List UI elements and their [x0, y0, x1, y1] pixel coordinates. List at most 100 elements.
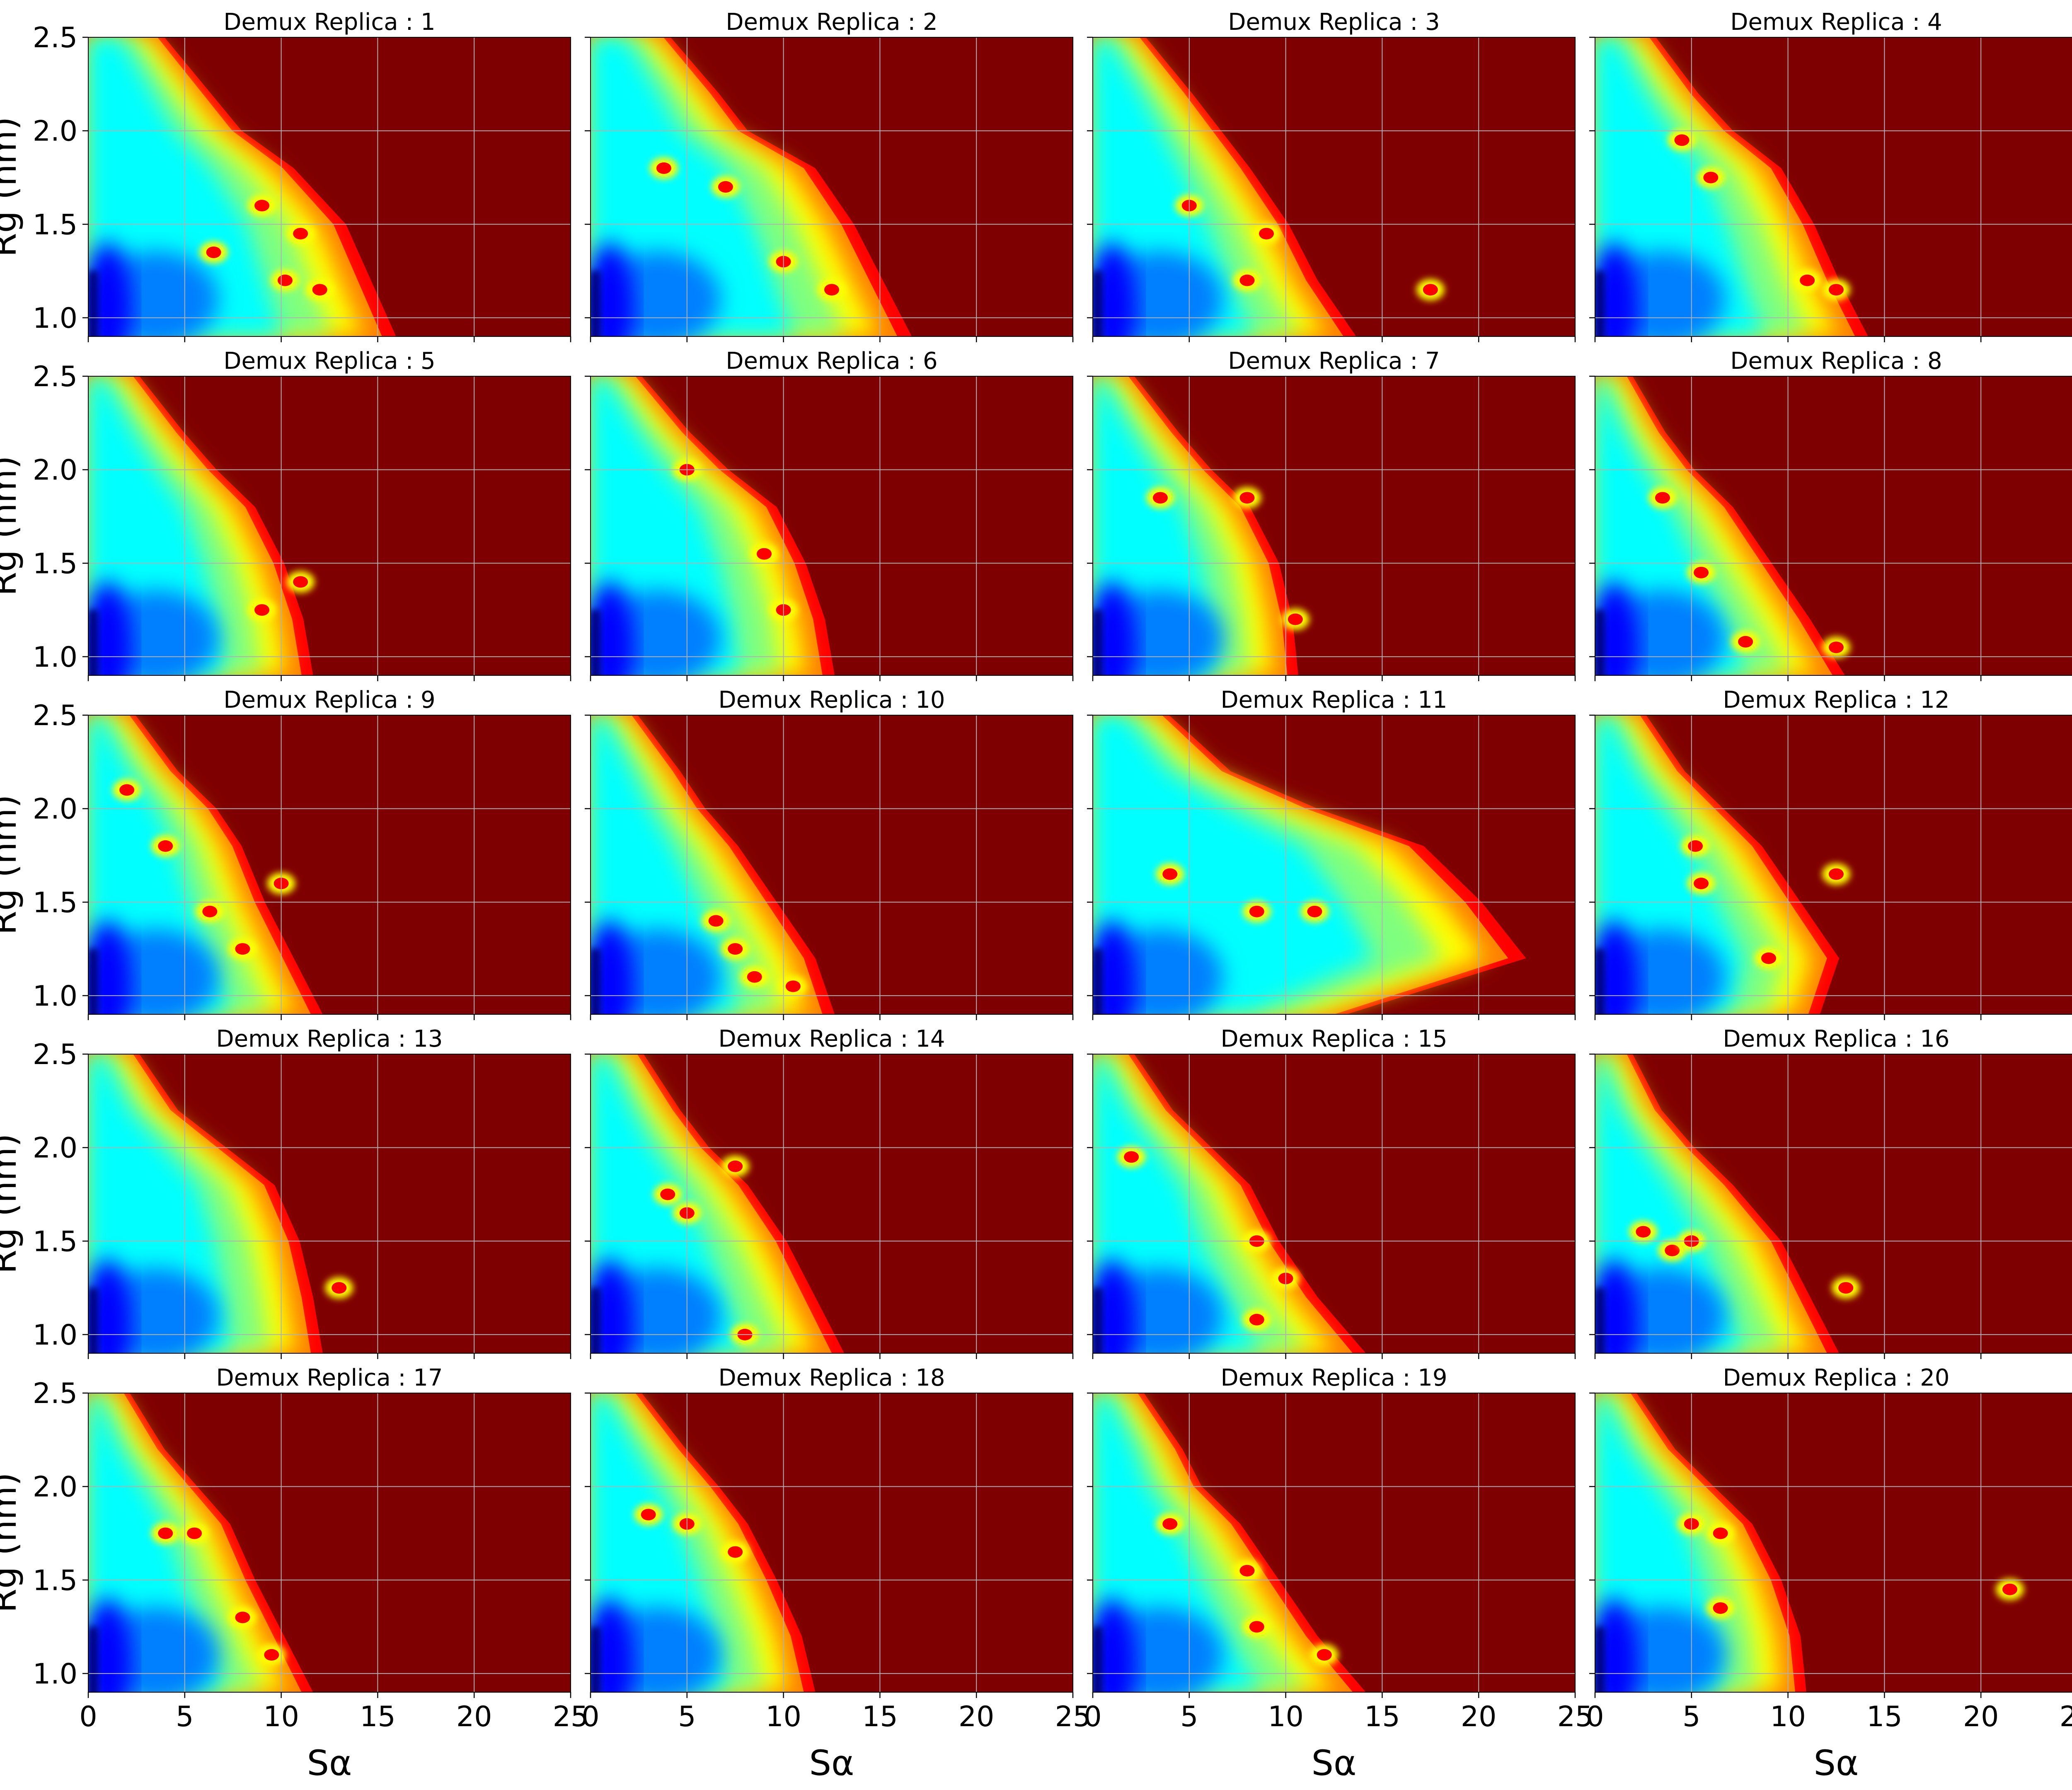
axes-frame: [1595, 1054, 2072, 1354]
y-tick-label: 1.0: [33, 641, 77, 674]
density-spot-core: [1665, 1244, 1680, 1256]
panel-replica-20: [1589, 1392, 2072, 1698]
density-spot-core: [718, 181, 733, 193]
density-core-edge: [591, 949, 600, 1014]
x-tick-label: 0: [1084, 1700, 1101, 1733]
density-spot-core: [1249, 1621, 1264, 1633]
x-tick-label: 5: [1682, 1700, 1700, 1733]
density-spot-core: [1655, 492, 1670, 504]
density-core-edge: [591, 1627, 600, 1692]
panel-title: Demux Replica : 13: [216, 1026, 443, 1052]
axes-frame: [1595, 1393, 2072, 1693]
panel-title: Demux Replica : 14: [719, 1026, 945, 1052]
panel-replica-4: [1589, 36, 2072, 342]
panel-title: Demux Replica : 18: [719, 1364, 945, 1391]
x-tick-label: 0: [79, 1700, 97, 1733]
density-core: [88, 920, 132, 1014]
axes-frame: [1092, 376, 1576, 676]
x-tick-label: 0: [1586, 1700, 1604, 1733]
density-spot-core: [660, 1188, 675, 1200]
density-spot-core: [158, 840, 173, 852]
density-spot-core: [1688, 840, 1703, 852]
density-core: [591, 581, 634, 675]
density-spot-core: [332, 1282, 347, 1294]
density-spot-core: [728, 1160, 743, 1172]
density-spot-core: [1829, 284, 1844, 296]
panel-title: Demux Replica : 4: [1730, 9, 1942, 36]
panel-title: Demux Replica : 17: [216, 1364, 443, 1391]
density-core-edge: [88, 949, 98, 1014]
density-core-edge: [1093, 271, 1103, 336]
density-core: [1595, 242, 1639, 336]
y-tick-label: 2.0: [33, 793, 77, 826]
x-axis-label: Sα: [809, 1743, 854, 1783]
y-tick-label: 1.5: [33, 547, 77, 580]
panel-replica-14: [585, 1053, 1074, 1359]
panel-title: Demux Replica : 19: [1221, 1364, 1447, 1391]
density-core: [591, 242, 634, 336]
density-spot-core: [785, 980, 801, 992]
density-core: [1595, 920, 1639, 1014]
density-core: [591, 920, 634, 1014]
x-tick-label: 15: [1866, 1700, 1903, 1733]
density-spot-core: [1249, 1313, 1264, 1326]
x-tick-label: 25: [553, 1700, 589, 1733]
panel-replica-5: [82, 375, 571, 681]
x-tick-label: 15: [1364, 1700, 1400, 1733]
density-spot-core: [119, 784, 135, 796]
density-spot-core: [235, 943, 250, 955]
density-spot-core: [1317, 1649, 1332, 1661]
density-spot-core: [1829, 868, 1844, 880]
density-spot-core: [187, 1527, 202, 1539]
density-spot-core: [1829, 641, 1844, 653]
density-core-edge: [1093, 610, 1103, 675]
density-spot-core: [1674, 134, 1690, 146]
panel-title: Demux Replica : 15: [1221, 1026, 1447, 1052]
panel-title: Demux Replica : 12: [1723, 687, 1950, 714]
panel-title: Demux Replica : 1: [223, 9, 435, 36]
panel-replica-19: [1087, 1392, 1576, 1698]
density-spot-core: [264, 1649, 279, 1661]
y-tick-label: 1.5: [33, 1564, 77, 1597]
axes-frame: [1092, 37, 1576, 337]
x-tick-label: 5: [678, 1700, 696, 1733]
density-spot-core: [158, 1527, 173, 1539]
density-core-edge: [1093, 1627, 1103, 1692]
density-core: [1595, 581, 1639, 675]
y-tick-label: 2.0: [33, 1132, 77, 1165]
density-core-edge: [88, 610, 98, 675]
density-core-edge: [1595, 271, 1605, 336]
y-tick-label: 1.5: [33, 886, 77, 919]
y-axis-label: Rg (nm): [0, 1134, 24, 1274]
density-spot-core: [293, 576, 308, 588]
density-core: [591, 1598, 634, 1692]
panel-title: Demux Replica : 10: [719, 687, 945, 714]
density-spot-core: [1703, 172, 1719, 184]
density-core-edge: [591, 610, 600, 675]
axes-frame: [1092, 1393, 1576, 1693]
panel-replica-10: [585, 714, 1074, 1020]
density-core-edge: [1093, 949, 1103, 1014]
axes-frame: [590, 376, 1073, 676]
density-core-edge: [1595, 1627, 1605, 1692]
density-spot-core: [1249, 905, 1264, 917]
y-tick-label: 2.5: [33, 360, 77, 393]
y-tick-label: 2.0: [33, 115, 77, 148]
density-core: [88, 242, 132, 336]
density-core-edge: [1595, 1288, 1605, 1353]
panel-replica-3: [1087, 36, 1576, 342]
x-tick-label: 10: [1268, 1700, 1304, 1733]
density-spot-core: [728, 1546, 743, 1558]
panel-replica-2: [585, 36, 1074, 342]
panel-replica-17: [82, 1392, 571, 1698]
y-axis-label: Rg (nm): [0, 117, 24, 257]
panel-replica-16: [1589, 1053, 2072, 1359]
density-core: [88, 1259, 132, 1353]
density-core: [591, 1259, 634, 1353]
x-tick-label: 20: [959, 1700, 995, 1733]
y-tick-label: 1.0: [33, 1319, 77, 1352]
density-core: [1595, 1259, 1639, 1353]
density-spot-core: [1307, 905, 1322, 917]
density-spot-core: [2002, 1583, 2018, 1595]
